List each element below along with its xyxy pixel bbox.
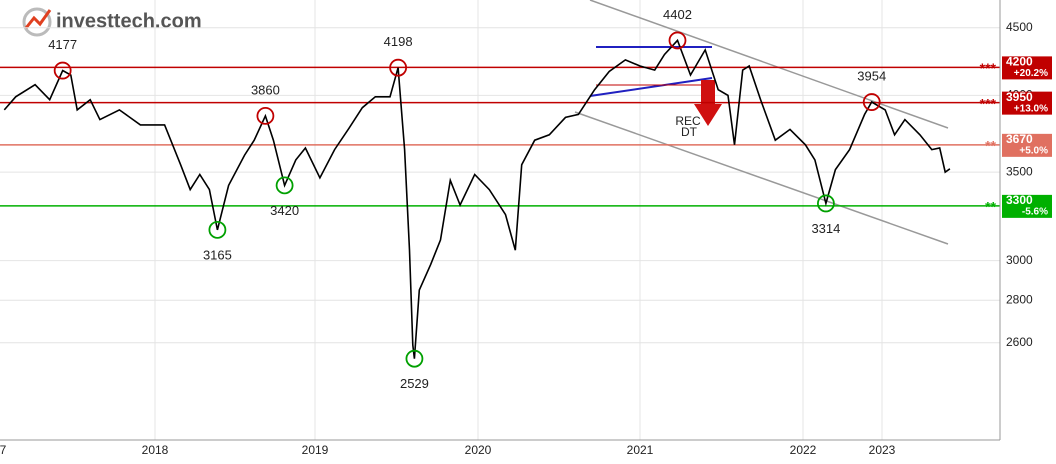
- annotation-circle: [208, 220, 227, 239]
- x-tick-label: 2019: [302, 443, 329, 457]
- level-tag: [1002, 91, 1052, 115]
- annotation-label: 3314: [811, 221, 840, 236]
- level-tag: [1002, 133, 1052, 157]
- trend-line: [574, 111, 949, 245]
- level-tag: [1002, 56, 1052, 80]
- x-tick-label: 2018: [142, 443, 169, 457]
- annotation-circle: [862, 93, 881, 111]
- level-stars: ***: [980, 95, 997, 111]
- annotation-circle: [817, 194, 835, 213]
- logo: investtech.com: [22, 7, 202, 37]
- level-value: 3950: [1006, 90, 1033, 104]
- x-tick-label: 2020: [465, 443, 492, 457]
- x-tick-label: 2017: [0, 443, 7, 457]
- signal-label: REC DT: [675, 114, 701, 139]
- trend-line: [589, 0, 949, 129]
- logo-text: investtech.com: [56, 10, 202, 32]
- level-value: 4200: [1006, 55, 1033, 69]
- signal-line: REC: [675, 114, 701, 128]
- level-change: +5.0%: [1019, 145, 1048, 156]
- level-tag: [1002, 194, 1052, 218]
- annotation-label: 3954: [857, 68, 886, 83]
- annotation-circle: [275, 176, 294, 195]
- annotation-label: 4198: [384, 34, 413, 49]
- y-tick-label: 2600: [1006, 335, 1033, 349]
- annotation-circle: [668, 31, 687, 50]
- x-tick-label: 2023: [869, 443, 896, 457]
- level-change: -5.6%: [1022, 207, 1048, 218]
- x-tick-label: 2022: [790, 443, 817, 457]
- price-line: [3, 38, 951, 359]
- y-tick-label: 2800: [1006, 292, 1033, 306]
- annotation-label: 4177: [48, 37, 77, 52]
- annotation-circle: [53, 61, 72, 80]
- annotation-circle: [256, 106, 275, 125]
- pattern-line: [589, 77, 713, 97]
- annotation-circle: [389, 58, 408, 77]
- annotation-label: 3420: [270, 203, 299, 218]
- annotation-label: 2529: [400, 376, 429, 391]
- drawings: [574, 0, 949, 245]
- annotation-circle: [405, 349, 424, 368]
- logo-icon: [22, 7, 52, 37]
- level-stars: **: [985, 138, 996, 154]
- annotation-label: 3165: [203, 247, 232, 262]
- signal-line: DT: [681, 125, 698, 139]
- level-change: +13.0%: [1014, 103, 1048, 114]
- level-value: 3670: [1006, 132, 1033, 146]
- logo-icon: [24, 9, 52, 29]
- level-value: 3300: [1006, 193, 1033, 207]
- y-tick-label: 3500: [1006, 164, 1033, 178]
- y-tick-label: 4500: [1006, 20, 1033, 34]
- level-stars: ***: [980, 60, 997, 76]
- level-change: +20.2%: [1014, 68, 1048, 79]
- annotation-label: 4402: [663, 7, 692, 22]
- level-stars: **: [985, 199, 996, 215]
- y-tick-label: 3000: [1006, 253, 1033, 267]
- annotation-label: 3860: [251, 82, 280, 97]
- x-tick-label: 2021: [627, 443, 654, 457]
